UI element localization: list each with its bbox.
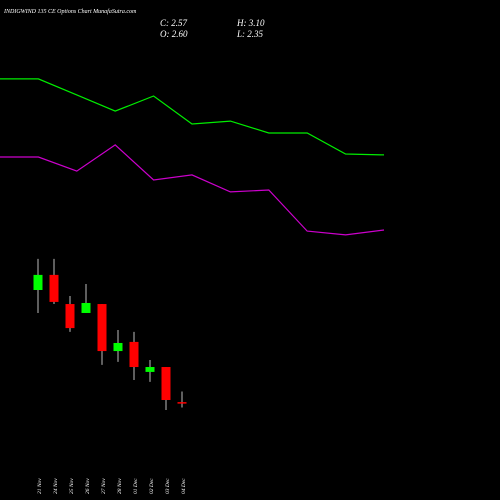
line-series — [0, 78, 385, 156]
close-label: C: 2.57 — [160, 18, 188, 28]
low-label: L: 2.35 — [236, 29, 264, 39]
x-tick-label: 27 Nov — [101, 478, 107, 494]
candle-body — [33, 274, 43, 290]
candle-body — [65, 304, 75, 329]
candle-body — [161, 367, 171, 400]
candle-body — [49, 274, 59, 302]
candle-body — [129, 341, 139, 368]
line-series — [0, 144, 385, 236]
x-tick-label: 21 Nov — [37, 478, 43, 494]
x-tick-label: 03 Dec — [165, 478, 171, 494]
x-tick-label: 02 Dec — [149, 478, 155, 494]
candle-body — [177, 402, 187, 404]
x-tick-label: 04 Dec — [180, 478, 187, 494]
x-tick-label: 24 Nov — [52, 478, 59, 494]
x-tick-label: 28 Nov — [117, 478, 123, 494]
candle-body — [113, 342, 123, 352]
candle-body — [145, 367, 155, 372]
x-tick-label: 25 Nov — [69, 478, 75, 494]
x-tick-label: 26 Nov — [85, 478, 91, 494]
candle-body — [81, 302, 91, 313]
open-label: O: 2.60 — [160, 29, 188, 39]
candle-body — [97, 304, 107, 352]
high-label: H: 3.10 — [236, 18, 265, 28]
chart-title: INDIGWIND 135 CE Options Chart MunafaSut… — [3, 8, 137, 15]
x-tick-label: 01 Dec — [133, 478, 139, 494]
